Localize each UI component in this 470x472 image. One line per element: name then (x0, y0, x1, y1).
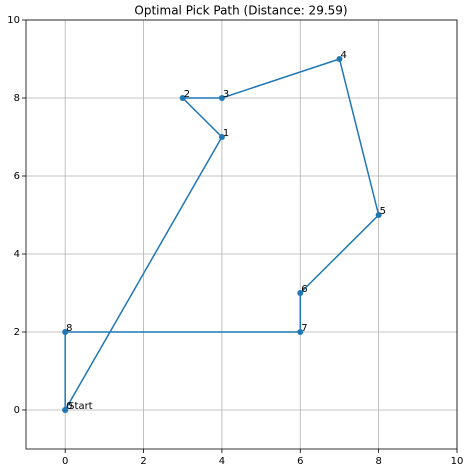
marker (62, 329, 69, 335)
annotation: Start (68, 401, 93, 412)
x-tick-label: 2 (140, 456, 146, 467)
point-label: 1 (223, 128, 229, 139)
marker (179, 95, 186, 101)
marker (297, 290, 304, 296)
point-label: 7 (301, 323, 307, 334)
point-label: 6 (301, 284, 307, 295)
chart-title: Optimal Pick Path (Distance: 29.59) (134, 4, 347, 18)
marker (297, 329, 304, 335)
point-label: 5 (380, 206, 386, 217)
point-label: 2 (184, 89, 190, 100)
x-tick-label: 4 (219, 456, 225, 467)
point-label: 3 (223, 89, 229, 100)
y-tick-label: 6 (14, 171, 20, 182)
x-tick-label: 6 (297, 456, 303, 467)
marker (336, 56, 343, 62)
x-tick-label: 0 (62, 456, 68, 467)
y-tick-label: 8 (14, 93, 20, 104)
marker (218, 134, 225, 140)
y-tick-label: 2 (14, 327, 20, 338)
y-tick-label: 4 (14, 249, 20, 260)
y-tick-label: 0 (14, 405, 20, 416)
x-tick-label: 8 (375, 456, 381, 467)
marker (218, 95, 225, 101)
x-tick-label: 10 (451, 456, 464, 467)
line (64, 58, 380, 411)
point-label: 8 (66, 323, 72, 334)
marker (375, 212, 382, 218)
point-label: 0 (66, 401, 72, 412)
marker (62, 407, 69, 413)
y-tick-label: 10 (7, 15, 20, 26)
plot-frame (25, 19, 458, 450)
point-label: 4 (340, 50, 346, 61)
